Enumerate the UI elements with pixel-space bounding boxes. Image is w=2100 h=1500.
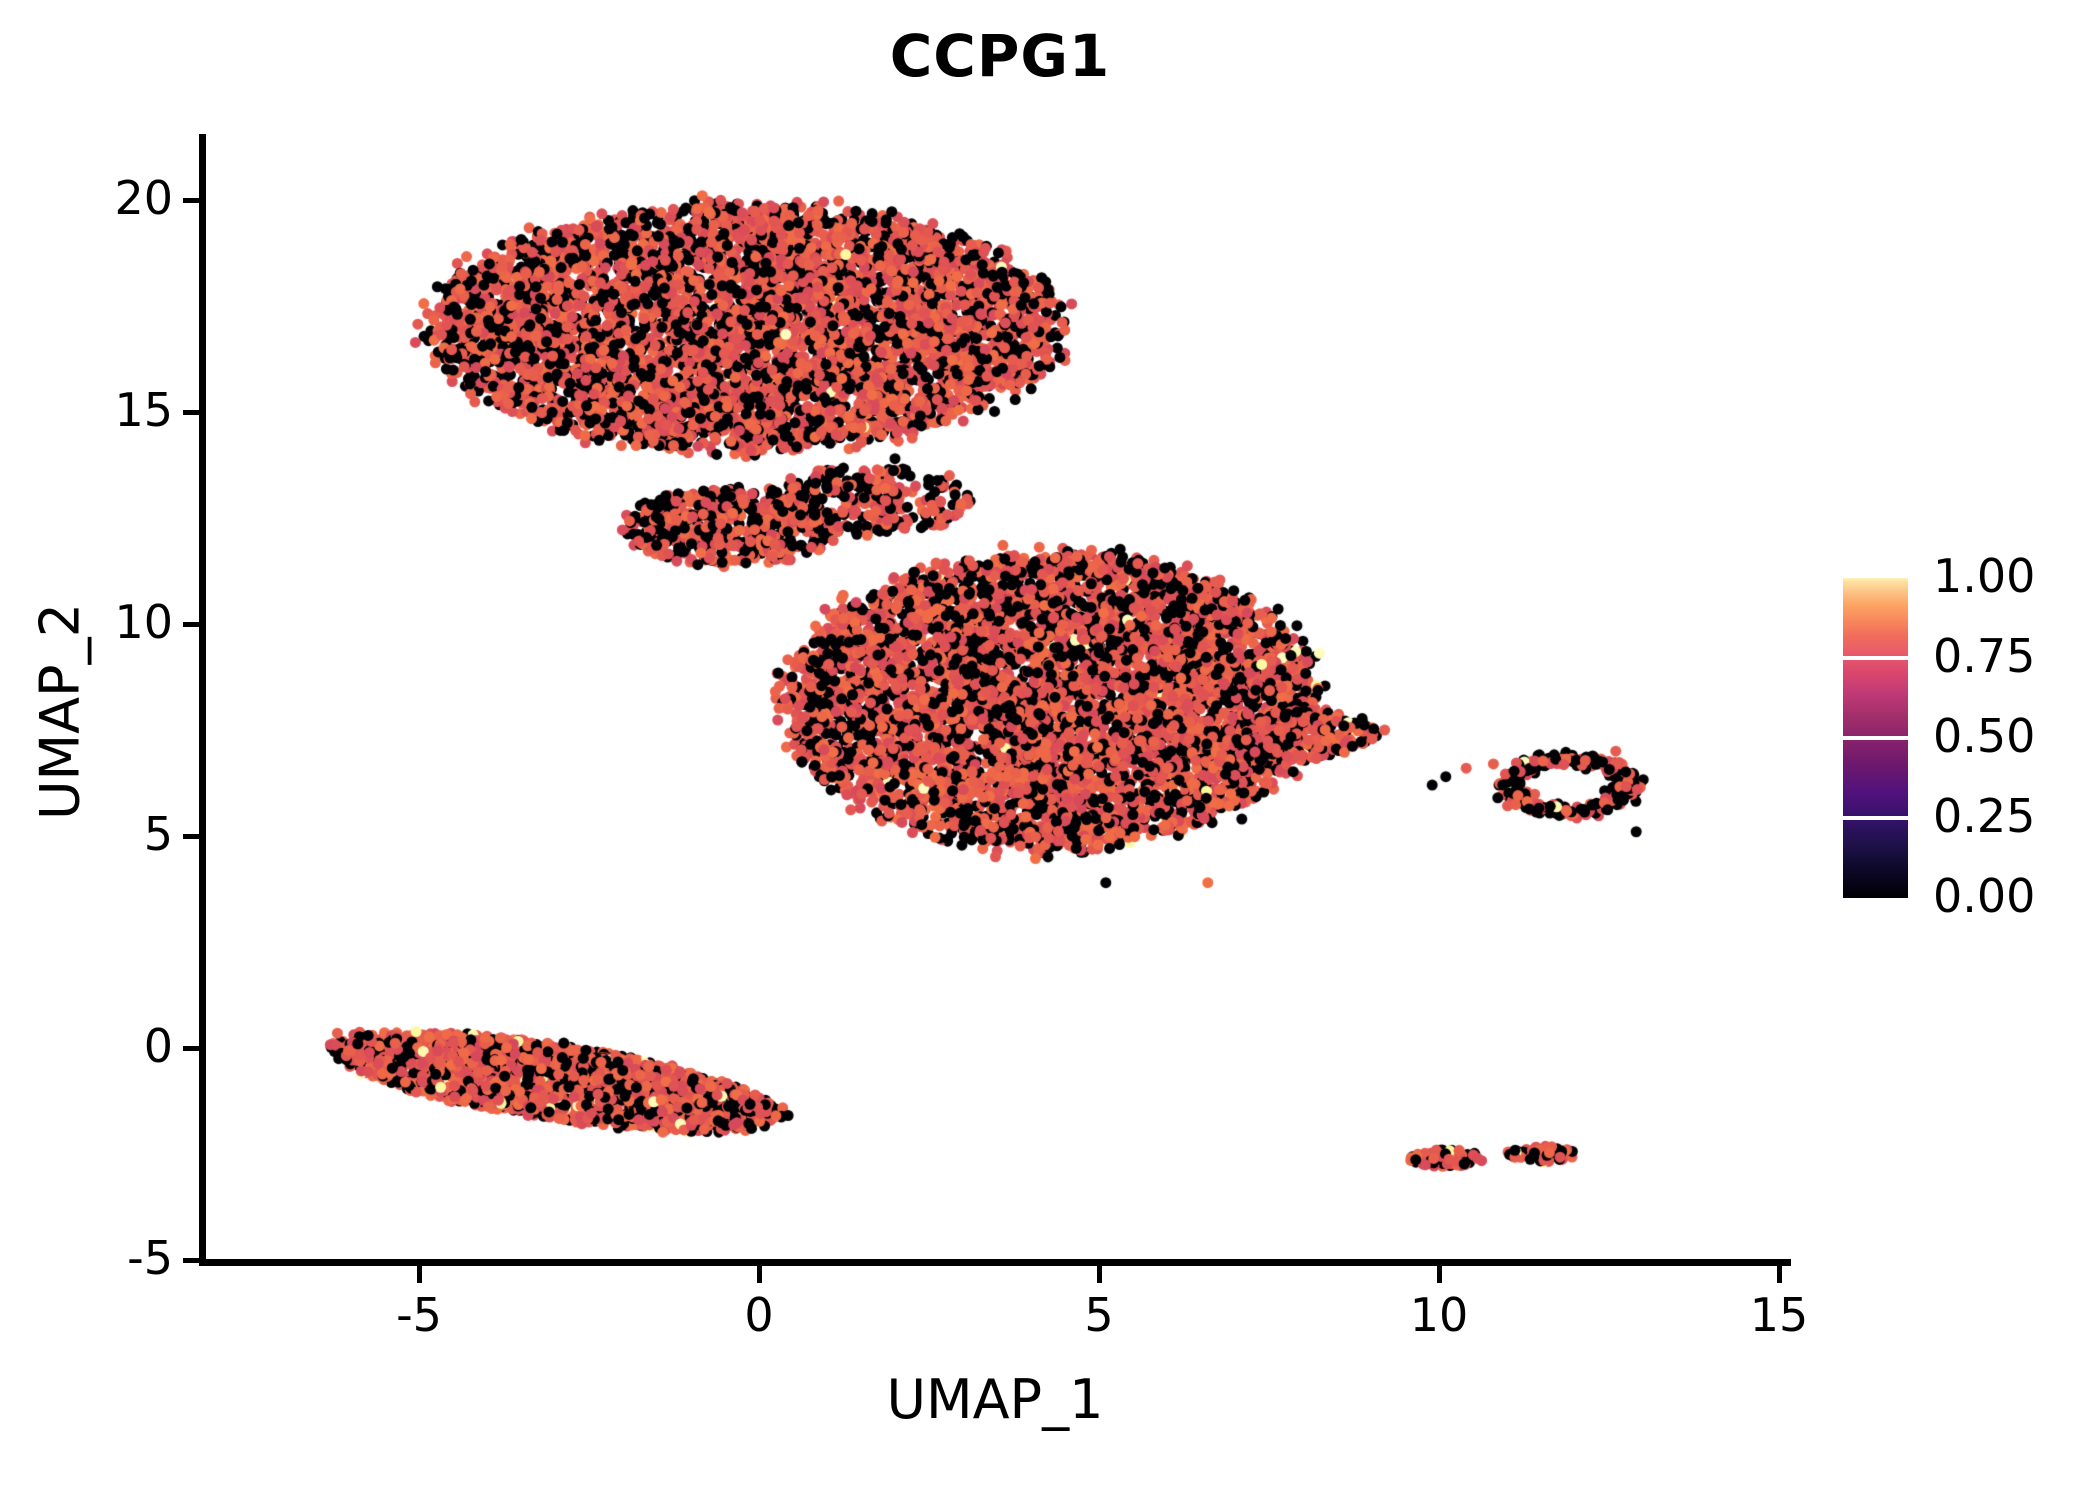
y-tick-mark (183, 1046, 200, 1051)
plot-axes-area (205, 140, 1785, 1260)
colorbar-tick-gap (1857, 816, 1894, 820)
y-tick-label: 15 (114, 383, 173, 437)
x-tick-label: 5 (1084, 1288, 1114, 1342)
page-title: CCPG1 (889, 22, 1111, 90)
colorbar-tick-label: 0.50 (1933, 709, 2036, 763)
colorbar-tick-mark (1843, 656, 1908, 660)
x-tick-mark (1437, 1266, 1442, 1283)
y-tick-label: 20 (114, 171, 173, 225)
x-tick-mark (1777, 1266, 1782, 1283)
x-tick-label: 10 (1409, 1288, 1469, 1342)
y-tick-mark (183, 1258, 200, 1263)
y-axis-label: UMAP_2 (28, 603, 92, 820)
colorbar-tick-mark (1843, 894, 1908, 898)
x-tick-label: 15 (1749, 1288, 1809, 1342)
y-tick-label: -5 (127, 1231, 173, 1285)
colorbar-tick-label: 0.00 (1933, 869, 2036, 923)
y-tick-label: 0 (143, 1019, 173, 1073)
y-tick-mark (183, 410, 200, 415)
colorbar-tick-gap (1857, 656, 1894, 660)
colorbar-tick-gap (1857, 736, 1894, 740)
y-tick-label: 5 (143, 807, 173, 861)
x-tick-mark (757, 1266, 762, 1283)
colorbar-tick-label: 1.00 (1933, 549, 2036, 603)
y-axis-spine (199, 134, 206, 1266)
colorbar-tick-mark (1843, 736, 1908, 740)
scatter-plot-canvas (205, 140, 1785, 1260)
x-tick-label: -5 (396, 1288, 442, 1342)
y-tick-mark (183, 622, 200, 627)
y-tick-mark (183, 834, 200, 839)
x-tick-label: 0 (744, 1288, 774, 1342)
y-tick-mark (183, 198, 200, 203)
x-tick-mark (417, 1266, 422, 1283)
x-tick-mark (1097, 1266, 1102, 1283)
colorbar-tick-mark (1843, 578, 1908, 582)
x-axis-spine (199, 1259, 1791, 1266)
colorbar-tick-mark (1843, 816, 1908, 820)
x-axis-label: UMAP_1 (886, 1368, 1104, 1431)
colorbar-tick-label: 0.25 (1933, 789, 2036, 843)
colorbar-tick-label: 0.75 (1933, 629, 2036, 683)
colorbar: 1.00 0.75 0.50 0.25 0.00 (1843, 553, 2093, 919)
y-tick-label: 10 (114, 595, 173, 649)
